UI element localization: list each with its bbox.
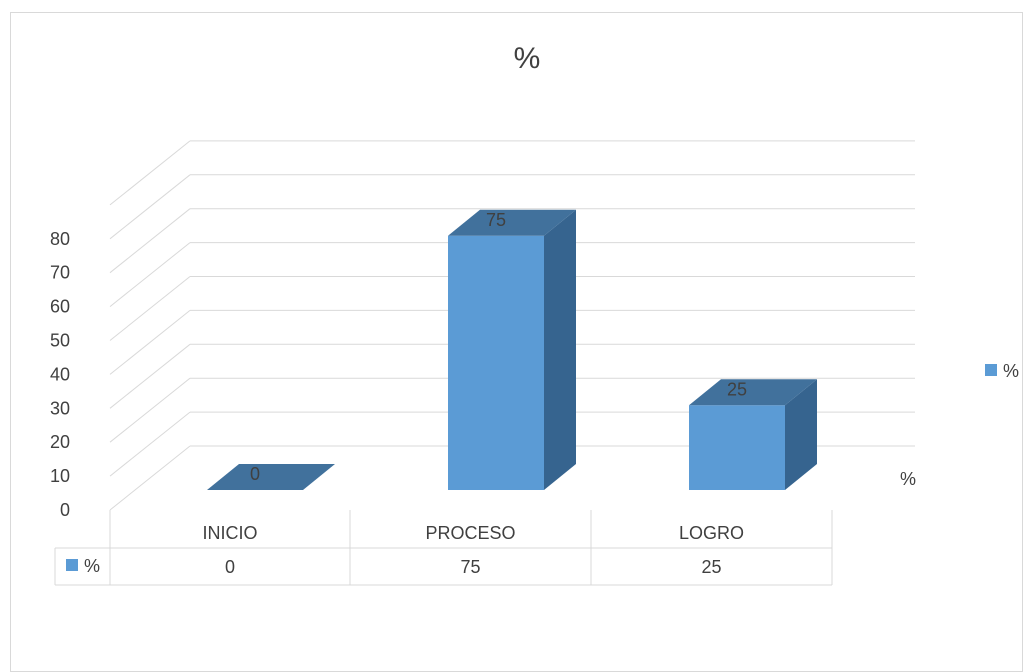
table-legend-label: % (84, 556, 100, 576)
category-label: LOGRO (679, 523, 744, 543)
data-labels: 0 75 25% (250, 210, 916, 489)
data-label: 75 (486, 210, 506, 230)
category-label: PROCESO (425, 523, 515, 543)
y-tick-label: 20 (50, 432, 70, 452)
legend-swatch (985, 364, 997, 376)
bar-front (689, 405, 785, 490)
table-value: 25 (701, 557, 721, 577)
bar-top (207, 464, 335, 490)
y-tick-label: 0 (60, 500, 70, 520)
y-tick-label: 50 (50, 331, 70, 351)
bar-front (448, 235, 544, 490)
legend-label: % (1003, 361, 1019, 381)
gridline-diagonal (109, 445, 191, 511)
table-legend-swatch (66, 559, 78, 571)
y-tick-label: 10 (50, 466, 70, 486)
gridline-diagonal (109, 411, 191, 477)
gridline-diagonal (109, 242, 191, 307)
table-value: 75 (460, 557, 480, 577)
gridline-diagonal (109, 140, 191, 206)
y-axis-ticks: 0 10 20 30 40 50 60 70 80 (50, 229, 70, 520)
data-table: INICIO PROCESO LOGRO 0 75 25% (54, 510, 833, 586)
y-tick-label: 70 (50, 263, 70, 283)
gridline-diagonal (109, 377, 191, 443)
legend: % (985, 361, 1019, 381)
bar-side (544, 209, 576, 490)
y-tick-label: 40 (50, 364, 70, 384)
chart-title: % (514, 42, 541, 75)
y-tick-label: 30 (50, 398, 70, 418)
data-label: 25 (727, 379, 747, 399)
bar-top (448, 209, 576, 236)
bar-side (785, 379, 817, 490)
gridline-diagonal (109, 310, 191, 375)
y-tick-label: 80 (50, 229, 70, 249)
depth-axis-label: % (900, 469, 916, 489)
gridline-diagonal (109, 276, 191, 341)
gridline-diagonal (109, 343, 191, 409)
data-label: 0 (250, 464, 260, 484)
bar-chart: % 0 10 20 30 40 50 60 70 80 0 75 25% INICIO PROCESO… (50, 42, 1019, 586)
y-tick-label: 60 (50, 297, 70, 317)
bars-layer (207, 209, 817, 490)
bar-top (689, 379, 817, 406)
gridline-diagonal (109, 174, 191, 240)
category-label: INICIO (202, 523, 257, 543)
table-value: 0 (225, 557, 235, 577)
gridline-diagonal (109, 208, 191, 274)
